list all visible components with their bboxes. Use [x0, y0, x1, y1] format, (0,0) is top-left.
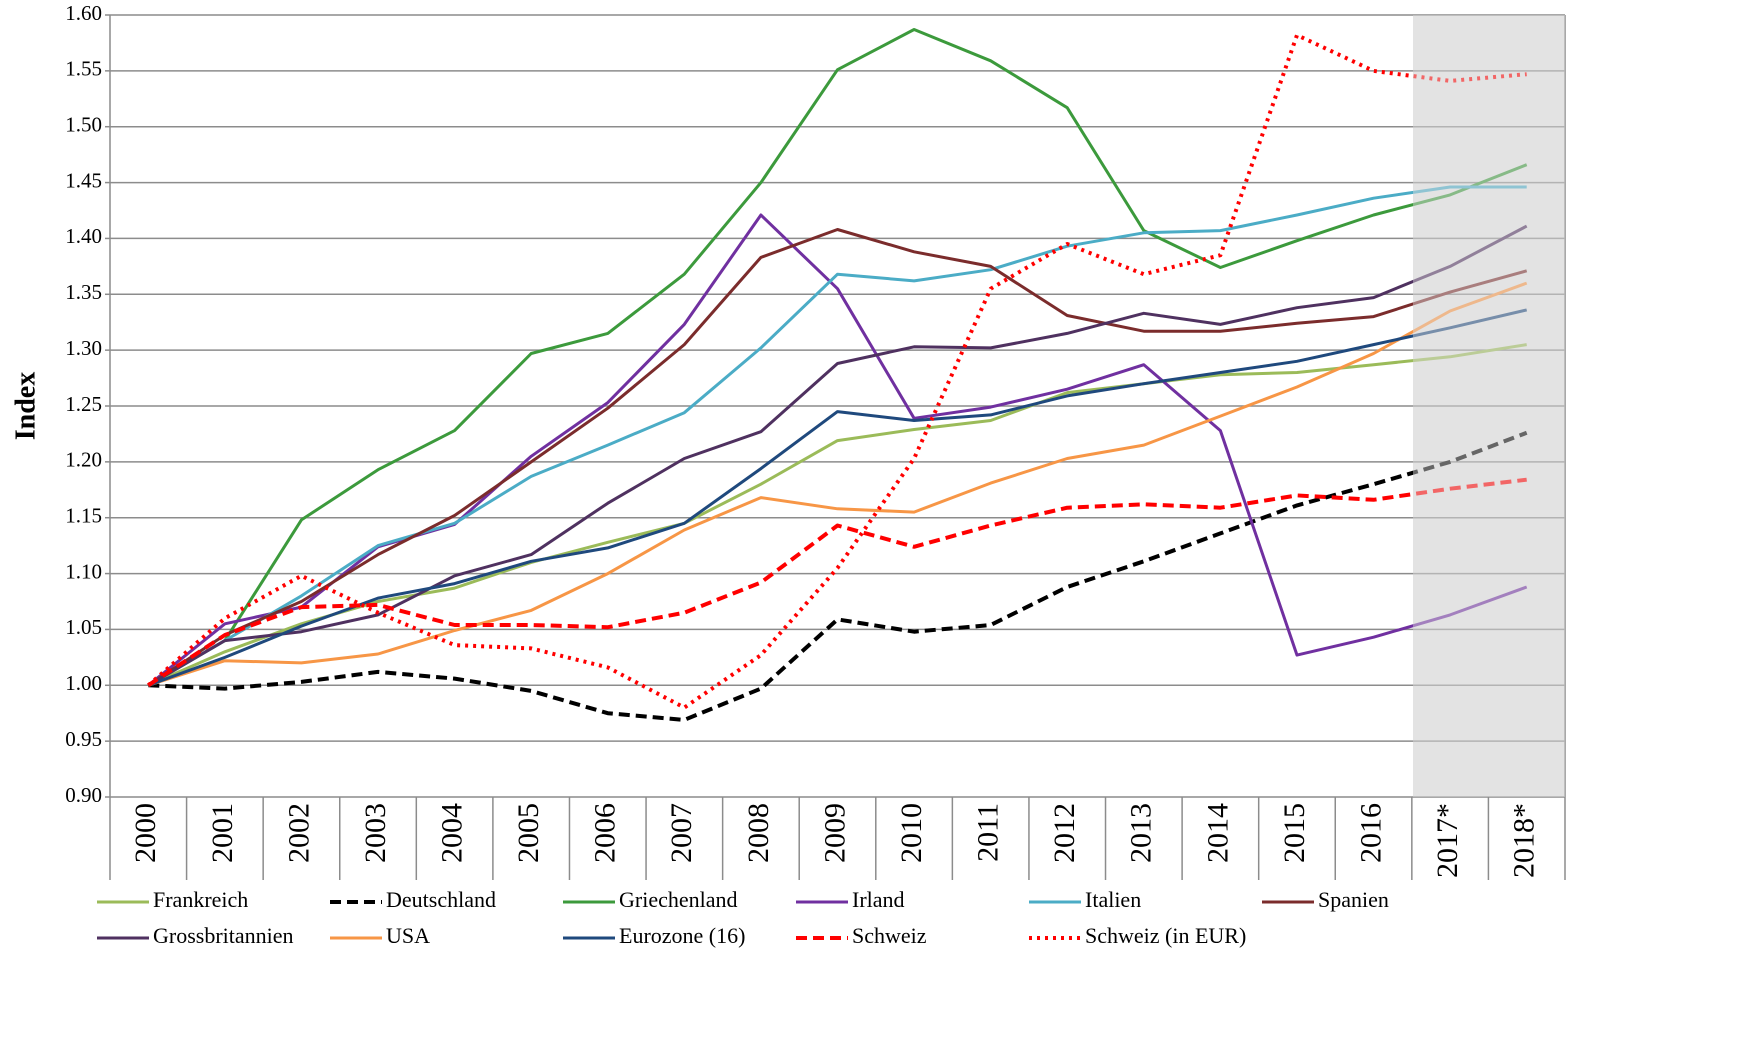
- y-tick-label: 0.95: [65, 727, 102, 751]
- y-tick-label: 1.20: [65, 448, 102, 472]
- series-line: [147, 224, 1528, 687]
- y-tick-label: 1.55: [65, 57, 102, 81]
- series-line: [147, 281, 1528, 687]
- x-tick-label: 2004: [435, 803, 468, 863]
- legend-label: Spanien: [1318, 887, 1389, 912]
- series-line: [146, 33, 1527, 710]
- x-tick-label: 2010: [895, 803, 928, 863]
- legend-label: Deutschland: [386, 887, 496, 912]
- y-tick-label: 1.00: [65, 671, 102, 695]
- series-line: [147, 28, 1528, 687]
- x-tick-label: 2002: [282, 803, 315, 863]
- legend-label: Schweiz: [852, 923, 927, 948]
- series-line: [147, 308, 1528, 687]
- series-line: [147, 343, 1527, 687]
- legend-label: USA: [386, 923, 430, 948]
- legend-label: Irland: [852, 887, 905, 912]
- series-line: [147, 213, 1528, 687]
- y-tick-label: 1.10: [65, 559, 102, 583]
- x-tick-label: 2009: [818, 803, 851, 863]
- y-tick-label: 1.25: [65, 392, 102, 416]
- x-tick-label: 2011: [972, 803, 1005, 862]
- legend-label: Frankreich: [153, 887, 248, 912]
- y-axis-label: Index: [10, 372, 41, 440]
- legend-label: Eurozone (16): [619, 923, 745, 948]
- series-line: [147, 228, 1528, 687]
- x-tick-label: 2018*: [1508, 803, 1541, 878]
- y-tick-label: 1.60: [65, 1, 102, 25]
- x-tick-label: 2012: [1048, 803, 1081, 863]
- legend-label: Griechenland: [619, 887, 738, 912]
- y-tick-label: 1.45: [65, 168, 102, 192]
- x-tick-label: 2014: [1201, 803, 1234, 863]
- x-tick-label: 2016: [1354, 803, 1387, 863]
- y-tick-label: 1.40: [65, 224, 102, 248]
- legend-label: Grossbritannien: [153, 923, 294, 948]
- x-tick-label: 2005: [512, 803, 545, 863]
- y-tick-label: 1.35: [65, 280, 102, 304]
- forecast-overlay: [1413, 15, 1565, 797]
- series-line: [147, 477, 1527, 687]
- x-tick-label: 2015: [1278, 803, 1311, 863]
- y-tick-label: 0.90: [65, 783, 102, 807]
- x-tick-label: 2003: [359, 803, 392, 863]
- x-tick-label: 2013: [1125, 803, 1158, 863]
- y-tick-label: 1.50: [65, 113, 102, 137]
- legend-label: Schweiz (in EUR): [1085, 923, 1246, 948]
- x-tick-label: 2008: [742, 803, 775, 863]
- x-tick-label: 2006: [589, 803, 622, 863]
- x-tick-label: 2000: [129, 803, 162, 863]
- x-tick-label: 2017*: [1431, 803, 1464, 878]
- x-tick-label: 2007: [665, 803, 698, 863]
- legend-label: Italien: [1085, 887, 1141, 912]
- series-line: [148, 430, 1528, 722]
- x-tick-label: 2001: [206, 803, 239, 863]
- y-tick-label: 1.15: [65, 504, 102, 528]
- y-tick-label: 1.05: [65, 615, 102, 639]
- series-line: [147, 185, 1527, 687]
- y-tick-label: 1.30: [65, 336, 102, 360]
